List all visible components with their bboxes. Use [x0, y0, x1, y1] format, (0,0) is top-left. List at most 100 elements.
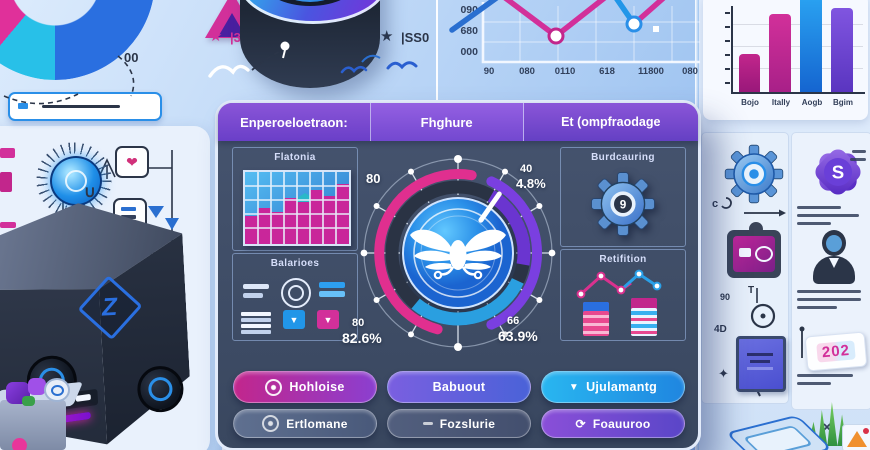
- blue-stripes-icon: [319, 282, 345, 297]
- person-icon: [813, 230, 855, 284]
- food-tray-box: [0, 400, 66, 450]
- emblem-inner-ring: [288, 285, 304, 301]
- button-hohloise[interactable]: Hohloise: [233, 371, 377, 403]
- pink-tag: [0, 172, 12, 192]
- chevron-down-icon: ▼: [323, 314, 333, 325]
- tab-coverage[interactable]: Et (ompfraodage: [523, 103, 698, 141]
- search-input[interactable]: [8, 92, 162, 121]
- bar-magenta: [739, 54, 760, 92]
- donut-chart: [0, 0, 155, 80]
- bar-label-0: Bojo: [741, 98, 759, 107]
- text-line: [797, 206, 841, 209]
- person-shoulders: [813, 256, 855, 284]
- tab-figure[interactable]: Fhghure: [370, 103, 524, 141]
- button-label: Ertlomane: [286, 416, 348, 431]
- glow-button[interactable]: [50, 156, 102, 206]
- line-chart-xtick-4: 11800: [638, 66, 664, 77]
- bar-label-2: Aogb: [801, 98, 823, 107]
- truck-headlight: [75, 393, 91, 402]
- button-babuout[interactable]: Babuout: [387, 371, 531, 403]
- line-chart-ytick-2: 000: [460, 46, 478, 58]
- blue-download-icon[interactable]: ▼: [283, 310, 305, 329]
- rating-star-dark-value: |SS0: [401, 30, 430, 45]
- text-line: [797, 298, 861, 301]
- button-label: Ujulamantg: [586, 380, 658, 394]
- tab-bar: Enperoeloetraon: Fhghure Et (ompfraodage: [218, 103, 698, 141]
- gear-box-title: Burdcauring: [591, 152, 655, 163]
- flatonia-step-chart: [243, 170, 351, 246]
- emblem-icon: [281, 278, 311, 308]
- butterfly-logo: [410, 229, 506, 280]
- chevron-down-icon: ▼: [289, 314, 299, 325]
- gauge-label-top-left: 80: [366, 171, 381, 186]
- button-label: Hohloise: [289, 380, 345, 394]
- cylinder-3d-inner: [262, 0, 358, 6]
- glow-button-ring: [65, 170, 87, 192]
- striped-bar-blue: [631, 298, 657, 336]
- heart-card[interactable]: ❤: [115, 146, 149, 178]
- retention-box: Retifition: [560, 249, 686, 341]
- circle-dot-icon: [265, 378, 283, 396]
- text-line: [850, 158, 866, 161]
- monitor-screen-glyph: [755, 246, 773, 262]
- gear-glyph: 9: [620, 199, 627, 212]
- truck-logo-letter: Z: [101, 292, 119, 322]
- food-item-violet: [28, 378, 46, 395]
- retention-title: Retifition: [599, 254, 647, 265]
- target-icon: [262, 415, 280, 432]
- balances-title: Balarioes: [270, 258, 320, 269]
- line-chart-xtick-3: 618: [599, 66, 615, 77]
- bar-chart-tick: [725, 54, 730, 56]
- bar-chart-tick: [725, 12, 730, 14]
- button-fozslurie[interactable]: Fozslurie: [387, 409, 531, 438]
- berry-dot: [863, 428, 869, 434]
- bar-pink: [769, 14, 791, 92]
- gauge-label-top-right-value: 40: [520, 163, 533, 175]
- striped-list-icon: [241, 312, 271, 334]
- line-chart-xtick-2: 0110: [554, 66, 576, 77]
- line-chart-xtick-0: 90: [483, 66, 495, 77]
- button-ujulamantg[interactable]: ▼ Ujulamantg: [541, 371, 685, 403]
- gear-box: Burdcauring 9: [560, 147, 686, 247]
- bar-chart-gridline: [733, 68, 863, 69]
- tab-reports[interactable]: Enperoeloetraon:: [218, 103, 371, 141]
- pink-download-icon[interactable]: ▼: [317, 310, 339, 329]
- bar-chart-tick: [725, 68, 730, 70]
- bar-chart-tick: [725, 82, 730, 84]
- bar-chart-gridline: [733, 46, 863, 47]
- search-cursor: [18, 103, 28, 109]
- s-badge-icon: S: [815, 149, 861, 195]
- line-chart-ytick-0: 090: [460, 4, 478, 16]
- line-chart-xtick-1: 080: [519, 66, 535, 77]
- bar-chart-tick: [725, 40, 730, 42]
- balances-box: Balarioes ▼ ▼: [232, 253, 358, 341]
- button-foauuroo[interactable]: ⟳ Foauuroo: [541, 409, 685, 438]
- button-ertlomane[interactable]: Ertlomane: [233, 409, 377, 438]
- text-line: [797, 382, 831, 385]
- heart-icon: ❤: [126, 153, 138, 170]
- pink-tag: [0, 148, 15, 158]
- donut-label: 00: [124, 50, 139, 65]
- s-badge-letter: S: [832, 162, 844, 183]
- monitor-screen: [733, 236, 775, 272]
- central-gauge: [360, 155, 556, 351]
- text-line: [797, 214, 859, 217]
- text-line: [797, 374, 853, 377]
- person-collar: [829, 258, 839, 268]
- bar-label-3: Bgim: [833, 98, 853, 107]
- monitor-icon: [727, 230, 781, 278]
- button-label: Babuout: [432, 380, 486, 394]
- text-line: [797, 290, 861, 293]
- flow-curl-label: c: [712, 198, 719, 210]
- money-sticker-value: 202: [816, 340, 856, 363]
- text-line: [797, 222, 831, 225]
- bar-chart-x-axis: [731, 92, 865, 94]
- frame-card-line: [747, 367, 773, 370]
- document-line: [121, 207, 136, 211]
- gauge-label-bottom-right-value: 66: [507, 315, 520, 327]
- bar-purple: [831, 8, 853, 92]
- blue-tray-inner: [742, 425, 814, 450]
- striped-bar-pink: [583, 302, 609, 336]
- refresh-icon: ⟳: [575, 416, 586, 431]
